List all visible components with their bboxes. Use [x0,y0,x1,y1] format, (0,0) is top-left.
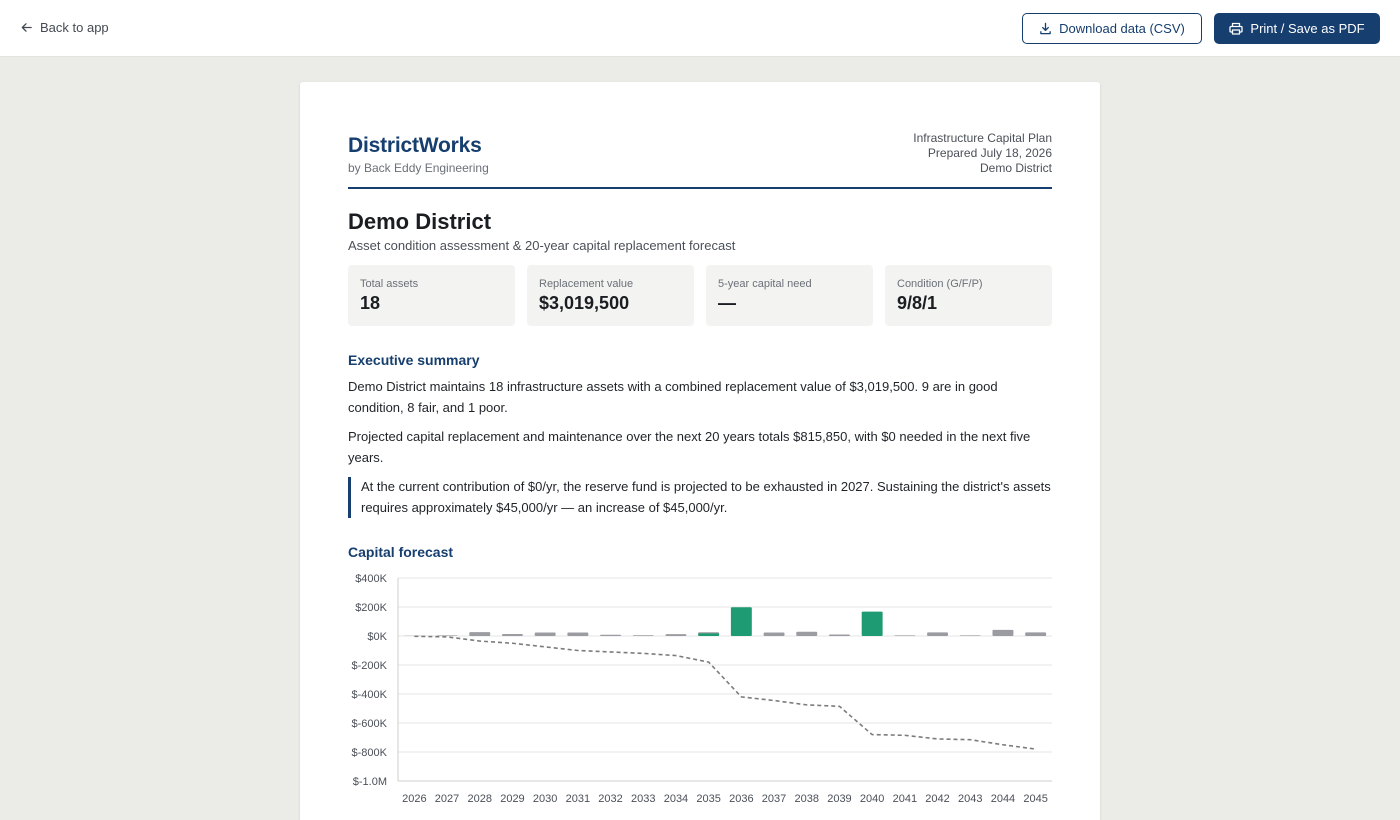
x-tick-label: 2037 [762,793,786,805]
y-tick-label: $-800K [352,747,388,759]
bar-maintenance [567,632,589,636]
x-tick-label: 2045 [1023,793,1047,805]
summary-paragraph-1: Demo District maintains 18 infrastructur… [348,379,998,415]
bar-maintenance [992,629,1014,636]
stat-label: Total assets [360,278,419,290]
report-meta: Infrastructure Capital Plan Prepared Jul… [913,131,1052,176]
bar-maintenance [600,634,622,636]
bar-maintenance [501,633,523,636]
y-tick-label: $400K [355,573,387,585]
bar-maintenance [534,632,556,636]
stat-cards: Total assets 18 Replacement value $3,019… [348,265,1052,326]
x-tick-label: 2032 [598,793,622,805]
stat-card-total-assets: Total assets 18 [348,265,515,326]
bar-maintenance [927,632,949,636]
executive-summary-heading: Executive summary [348,352,480,368]
x-tick-label: 2034 [664,793,688,805]
bar-maintenance [469,632,491,636]
summary-paragraph-2: Projected capital replacement and mainte… [348,429,1031,465]
report-header: DistrictWorks by Back Eddy Engineering I… [348,130,1052,189]
brand-logo-text: DistrictWorks [348,134,482,157]
arrow-left-icon [20,21,33,34]
report-type: Infrastructure Capital Plan [913,131,1052,145]
stat-label: Condition (G/F/P) [897,278,983,290]
report-date: Prepared July 18, 2026 [927,146,1052,160]
stat-value: $3,019,500 [539,293,630,313]
x-tick-label: 2035 [696,793,720,805]
top-bar: Back to app Download data (CSV) Print / … [0,0,1400,57]
download-icon [1039,22,1052,35]
stat-value: 18 [360,293,381,313]
capital-forecast-chart: $400K $200K $0K $-200K $-400K $-600K $-800K $-1… [352,573,1052,805]
bar-replacement [698,633,720,636]
stat-card-replacement-value: Replacement value $3,019,500 [527,265,694,326]
x-tick-label: 2043 [958,793,982,805]
back-to-app-label: Back to app [40,20,109,35]
reserve-balance-line [414,635,1036,750]
x-tick-label: 2040 [860,793,884,805]
stat-value: 9/8/1 [897,293,938,313]
bar-maintenance [894,635,916,636]
bar-maintenance [632,635,654,636]
x-tick-label: 2042 [925,793,949,805]
x-tick-label: 2041 [893,793,917,805]
y-tick-label: $-600K [352,718,388,730]
x-tick-label: 2026 [402,793,426,805]
reserve-callout: At the current contribution of $0/yr, th… [348,477,1052,518]
x-tick-label: 2027 [435,793,459,805]
x-tick-label: 2044 [991,793,1015,805]
y-tick-label: $-200K [352,660,388,672]
bar-maintenance [959,635,981,636]
bar-maintenance [436,635,458,636]
download-csv-label: Download data (CSV) [1059,21,1185,36]
y-tick-label: $-1.0M [353,776,387,788]
x-tick-label: 2028 [468,793,492,805]
y-tick-label: $200K [355,602,387,614]
x-tick-label: 2038 [795,793,819,805]
bar-maintenance [828,634,850,636]
bar-maintenance [796,631,818,636]
stat-label: 5-year capital need [718,278,812,290]
x-tick-label: 2033 [631,793,655,805]
print-save-pdf-button[interactable]: Print / Save as PDF [1214,13,1380,44]
bar-replacement [730,607,752,636]
stat-value: — [718,293,736,313]
report-page: DistrictWorks by Back Eddy Engineering I… [300,82,1100,820]
x-tick-label: 2031 [566,793,590,805]
bar-maintenance [1025,632,1047,636]
y-tick-label: $-400K [352,689,388,701]
bar-maintenance [763,632,785,636]
report-district: Demo District [979,161,1052,175]
x-tick-label: 2036 [729,793,753,805]
printer-icon [1229,22,1244,35]
download-csv-button[interactable]: Download data (CSV) [1022,13,1202,44]
x-tick-label: 2030 [533,793,557,805]
y-tick-label: $0K [367,631,387,643]
page-subtitle: Asset condition assessment & 20-year cap… [348,238,736,253]
brand-subtitle: by Back Eddy Engineering [348,161,489,175]
stat-label: Replacement value [539,278,634,290]
stat-card-capital-need: 5-year capital need — [706,265,873,326]
bar-replacement [861,611,883,636]
x-tick-label: 2029 [500,793,524,805]
stat-card-condition: Condition (G/F/P) 9/8/1 [885,265,1052,326]
x-tick-label: 2039 [827,793,851,805]
print-save-pdf-label: Print / Save as PDF [1250,21,1365,36]
capital-forecast-heading: Capital forecast [348,544,454,560]
back-to-app-link[interactable]: Back to app [20,20,109,35]
page-title: Demo District [348,209,492,234]
bar-maintenance [665,634,687,636]
